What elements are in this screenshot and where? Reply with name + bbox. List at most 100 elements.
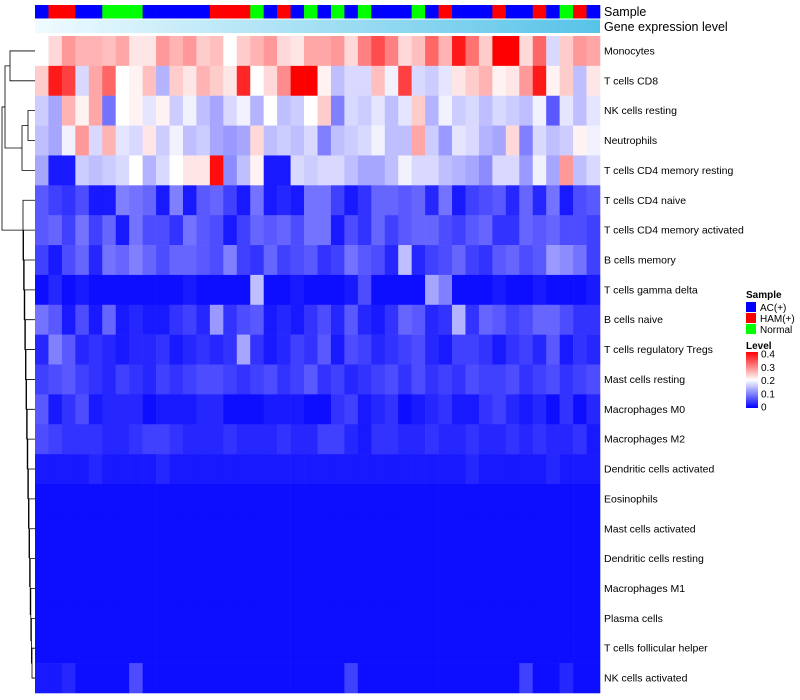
heatmap-cell [88, 304, 103, 335]
heatmap-cell [532, 633, 547, 664]
legend-item-label: Normal [760, 325, 792, 336]
heatmap-cell [573, 573, 587, 604]
heatmap-cell [156, 215, 170, 246]
heatmap-cell [277, 215, 291, 246]
sample-annotation-cell [559, 5, 574, 19]
heatmap-cell [75, 245, 90, 276]
heatmap-cell [398, 603, 412, 634]
heatmap-cell [452, 663, 466, 694]
heatmap-cell [88, 454, 103, 485]
heatmap-cell [263, 155, 278, 186]
heatmap-cell [263, 65, 278, 97]
row-label: T cells regulatory Tregs [604, 344, 713, 356]
gene-expression-gradient [35, 19, 600, 33]
heatmap-cell [546, 36, 560, 67]
heatmap-cell [573, 274, 587, 306]
heatmap-cell [263, 603, 278, 634]
heatmap-cell [532, 95, 547, 126]
sample-annotation-cell [169, 5, 184, 19]
heatmap-cell [411, 334, 426, 365]
heatmap-cell [102, 65, 117, 97]
heatmap-cell [250, 274, 264, 306]
heatmap-cell [209, 394, 224, 425]
heatmap-cell [102, 36, 117, 67]
heatmap-cell [478, 274, 493, 306]
heatmap-cell [546, 513, 560, 544]
heatmap-cell [290, 334, 305, 365]
heatmap-cell [317, 274, 332, 306]
heatmap-cell [169, 573, 184, 604]
heatmap-cell [573, 185, 587, 216]
heatmap-cell [290, 633, 305, 664]
heatmap-cell [411, 483, 426, 515]
heatmap-cell [223, 245, 238, 276]
heatmap-cell [115, 65, 130, 97]
heatmap-cell [142, 454, 157, 485]
legend-level-tick: 0.1 [761, 389, 775, 400]
heatmap-cell [88, 245, 103, 276]
heatmap-cell [546, 394, 560, 425]
heatmap-cell [88, 394, 103, 425]
heatmap-cell [61, 573, 76, 604]
heatmap-cell [196, 215, 211, 246]
heatmap-cell [317, 65, 332, 97]
heatmap-cell [573, 394, 587, 425]
heatmap-cell [236, 513, 251, 544]
heatmap-cell [115, 394, 130, 425]
heatmap-cell [263, 274, 278, 306]
heatmap-cell [371, 304, 386, 335]
heatmap-cell [61, 65, 76, 97]
heatmap-cell [277, 95, 291, 126]
heatmap-cell [169, 36, 184, 67]
heatmap-cell [438, 304, 453, 335]
heatmap-cell [61, 663, 76, 694]
heatmap-cell [357, 95, 372, 126]
heatmap-cell [586, 125, 601, 156]
heatmap-cell [115, 95, 130, 126]
heatmap-cell [35, 663, 49, 694]
row-label: B cells memory [604, 254, 677, 266]
sample-annotation-cell [304, 5, 318, 19]
heatmap-cell [48, 245, 63, 276]
heatmap-cell [438, 543, 453, 574]
heatmap-cell [438, 36, 453, 67]
heatmap-cell [209, 304, 224, 335]
heatmap-cell [357, 424, 372, 455]
heatmap-cell [371, 364, 386, 395]
heatmap-cell [559, 513, 574, 544]
heatmap-cell [115, 215, 130, 246]
heatmap-cell [465, 155, 480, 186]
heatmap-cells [35, 36, 601, 694]
heatmap-cell [75, 95, 90, 126]
heatmap-cell [75, 364, 90, 395]
heatmap-cell [263, 245, 278, 276]
heatmap-cell [129, 95, 143, 126]
heatmap-cell [425, 364, 439, 395]
heatmap-cell [61, 394, 76, 425]
heatmap-cell [250, 36, 264, 67]
heatmap-cell [438, 245, 453, 276]
heatmap-cell [88, 95, 103, 126]
heatmap-cell [438, 215, 453, 246]
heatmap-cell [250, 215, 264, 246]
dendrogram-branch [1, 106, 23, 231]
heatmap-cell [102, 334, 117, 365]
heatmap-cell [357, 245, 372, 276]
heatmap-cell [35, 513, 49, 544]
heatmap-cell [559, 274, 574, 306]
sample-annotation-cell [236, 5, 251, 19]
sample-annotation-cell [371, 5, 386, 19]
heatmap-cell [330, 454, 345, 485]
heatmap-cell [330, 633, 345, 664]
row-label: T cells CD8 [604, 75, 658, 87]
heatmap-cell [169, 304, 184, 335]
row-label: Macrophages M2 [604, 434, 685, 446]
heatmap-cell [250, 65, 264, 97]
heatmap-cell [398, 65, 412, 97]
heatmap-cell [344, 543, 359, 574]
heatmap-cell [263, 633, 278, 664]
heatmap-cell [452, 155, 466, 186]
heatmap-cell [236, 155, 251, 186]
heatmap-cell [505, 513, 520, 544]
heatmap-cell [330, 543, 345, 574]
